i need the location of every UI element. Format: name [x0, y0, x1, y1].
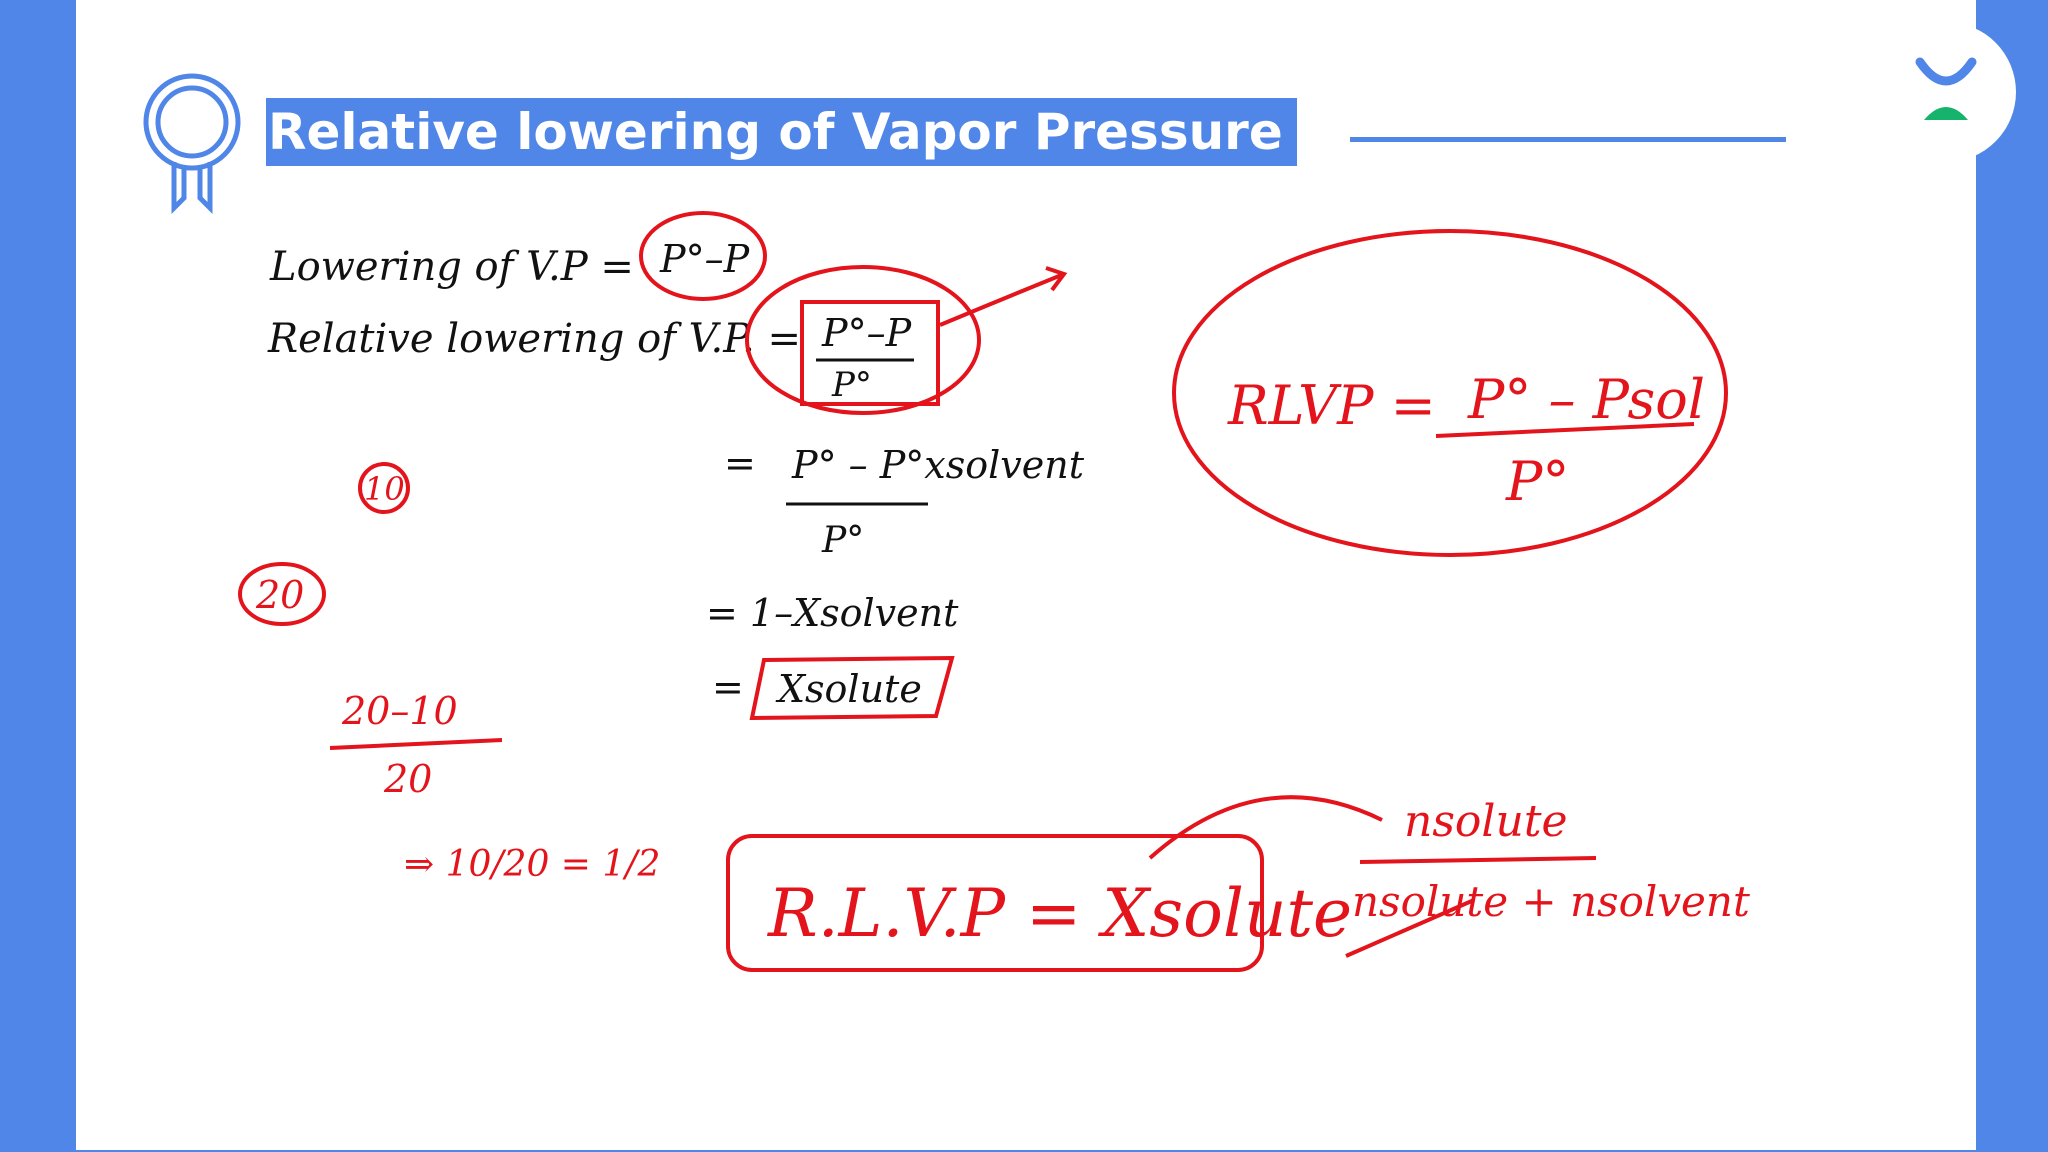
rlvp-den: P°: [1505, 450, 1569, 513]
ribbon-badge-icon: [143, 73, 241, 215]
logo-icon: [1876, 22, 2016, 162]
step1-den: P°: [821, 520, 864, 561]
step2: = 1–Xsolvent: [706, 591, 959, 635]
mole-fraction-num: nsolute: [1404, 796, 1568, 847]
step3-equals: =: [712, 665, 744, 709]
rlvp-label: RLVP =: [1227, 374, 1436, 437]
step1-num: P° – P°xsolvent: [791, 443, 1085, 487]
relative-lowering-num: P°–P: [821, 311, 913, 355]
circle-20-text: 20: [255, 573, 304, 617]
step1-equals: =: [724, 441, 756, 485]
relative-lowering-label: Relative lowering of V.P. =: [267, 316, 801, 362]
whiteboard-slide: [76, 0, 1976, 1150]
rlvp-ellipse: [1172, 229, 1728, 557]
title-underline: [1350, 137, 1786, 142]
lowering-vp-label: Lowering of V.P =: [269, 244, 634, 290]
circle-20: [238, 562, 326, 626]
bottom-formula: R.L.V.P = Xsolute: [767, 875, 1352, 952]
slide-title: Relative lowering of Vapor Pressure: [266, 98, 1297, 166]
bottom-formula-box: [726, 834, 1264, 972]
circle-10-text: 10: [364, 470, 405, 508]
relative-lowering-box: [800, 300, 940, 406]
arrow-to-rlvp: [939, 266, 1068, 327]
connector-curve: [1148, 795, 1383, 860]
relative-lowering-den: P°: [831, 365, 872, 405]
rlvp-num: P° – Psol: [1467, 368, 1705, 431]
example-den: 20: [383, 757, 432, 801]
example-result: ⇒ 10/20 = 1/2: [404, 844, 660, 885]
xsolute-box: [749, 655, 955, 721]
circle-10: [358, 462, 410, 514]
example-num: 20–10: [341, 689, 458, 733]
lowering-vp-circle: [639, 211, 767, 301]
xsolute-text: Xsolute: [775, 667, 922, 711]
lowering-vp-value: P°–P: [659, 237, 751, 281]
relative-lowering-circle: [745, 265, 981, 415]
strike-mark: [1345, 898, 1475, 958]
mole-fraction-den: nsolute + nsolvent: [1352, 877, 1750, 926]
